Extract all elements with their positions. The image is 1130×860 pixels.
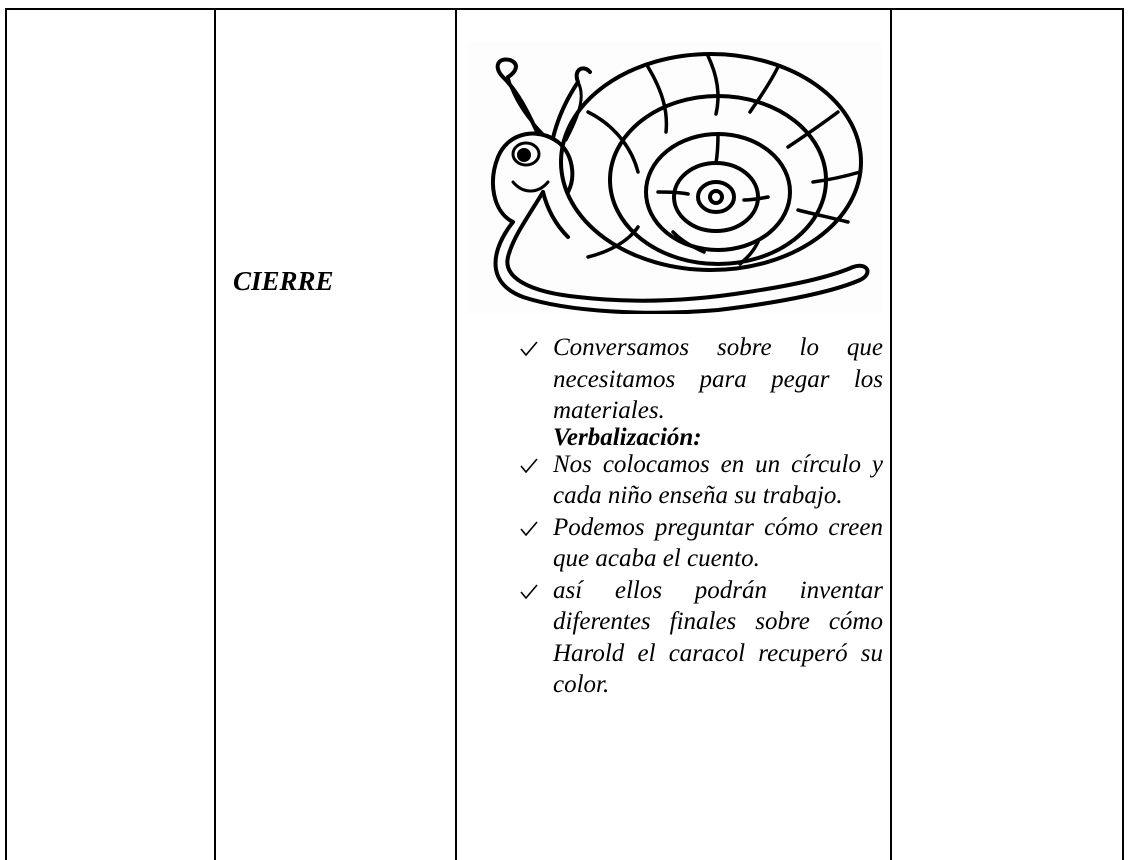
list-item: Conversamos sobre lo que necesitamos par… <box>515 332 883 427</box>
snail-illustration <box>468 42 883 314</box>
item-text: Conversamos sobre lo que necesitamos par… <box>553 334 883 424</box>
table-border <box>890 8 892 860</box>
table-border <box>5 8 1124 10</box>
table-border <box>214 8 216 860</box>
activity-list: Conversamos sobre lo que necesitamos par… <box>515 332 883 701</box>
item-text: Podemos preguntar cómo creen que acaba e… <box>553 513 883 573</box>
list-item: Podemos preguntar cómo creen que acaba e… <box>515 512 883 575</box>
list-item: así ellos podrán inventar diferentes fin… <box>515 575 883 701</box>
check-icon <box>520 520 538 536</box>
table-border <box>5 8 7 860</box>
check-icon <box>520 341 538 357</box>
item-text: Nos colocamos en un círculo y cada niño … <box>553 450 883 510</box>
check-icon <box>520 583 538 599</box>
list-item: Nos colocamos en un círculo y cada niño … <box>515 449 883 512</box>
table-border <box>455 8 457 860</box>
table-border <box>1122 8 1124 860</box>
row-label: CIERRE <box>233 266 334 296</box>
check-icon <box>520 457 538 473</box>
item-text: así ellos podrán inventar diferentes fin… <box>553 576 883 699</box>
subheading: Verbalización: <box>553 423 702 451</box>
